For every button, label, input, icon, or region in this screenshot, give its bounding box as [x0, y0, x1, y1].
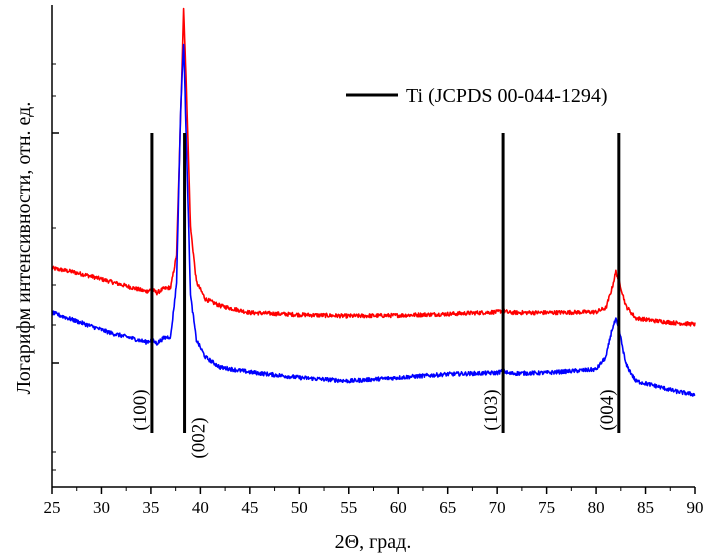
x-axis-title: 2Θ, град. — [335, 531, 412, 553]
x-tick-label: 35 — [142, 498, 159, 517]
reference-line-label: (002) — [189, 417, 210, 458]
series-layer — [51, 7, 696, 397]
x-tick-label: 80 — [588, 498, 605, 517]
x-tick-label: 70 — [489, 498, 506, 517]
x-tick-label: 45 — [241, 498, 258, 517]
reference-lines: (100) (002) (103) (004) — [130, 133, 621, 459]
y-axis-title: Логарифм интенсивности, отн. ед. — [13, 102, 35, 395]
legend-label: Ti (JCPDS 00-044-1294) — [406, 85, 608, 107]
x-tick-label: 50 — [291, 498, 308, 517]
x-tick-label: 75 — [538, 498, 555, 517]
x-tick-label: 55 — [340, 498, 357, 517]
reference-line-label: (103) — [481, 389, 502, 430]
axes: 25 30 35 40 45 50 55 60 65 70 75 80 85 90 — [44, 5, 704, 517]
x-tick-label: 40 — [192, 498, 209, 517]
legend: Ti (JCPDS 00-044-1294) — [346, 85, 608, 107]
x-tick-label: 25 — [44, 498, 61, 517]
x-tick-label: 90 — [687, 498, 704, 517]
x-tick-label: 65 — [439, 498, 456, 517]
x-tick-label: 60 — [390, 498, 407, 517]
plot-area: (100) (002) (103) (004) 25 30 35 40 45 50 55 60 65 7… — [44, 5, 704, 517]
series-line-red — [51, 7, 696, 327]
reference-line-label: (004) — [597, 389, 618, 430]
x-tick-label: 30 — [93, 498, 110, 517]
series-line-blue — [51, 43, 696, 397]
x-tick-label: 85 — [637, 498, 654, 517]
reference-line-label: (100) — [130, 389, 151, 430]
